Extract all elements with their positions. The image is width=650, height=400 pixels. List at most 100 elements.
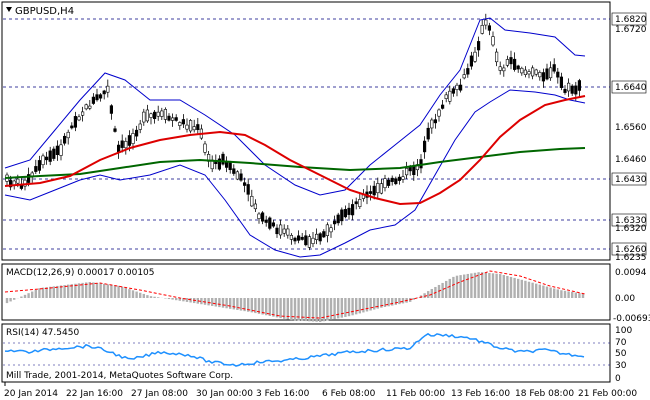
macd-bar — [153, 296, 156, 298]
macd-bar — [387, 298, 390, 307]
macd-bar — [81, 282, 84, 298]
candle-body — [379, 183, 384, 194]
macd-bar — [315, 298, 318, 322]
candle-body — [390, 177, 394, 182]
candle-body — [95, 94, 99, 101]
macd-bar — [135, 291, 138, 298]
candle-body — [167, 115, 171, 121]
price-box-2 — [611, 80, 647, 94]
price-axis: 1.6820 1.6720 1.6640 1.6560 1.6460 1.643… — [611, 12, 647, 263]
price-box-4 — [611, 213, 647, 227]
price-label-4: 1.6460 — [615, 155, 647, 165]
rsi-panel[interactable] — [1, 323, 611, 383]
candle-body — [257, 213, 261, 219]
macd-bar — [9, 298, 12, 302]
macd-bar — [261, 298, 264, 315]
candle-body — [185, 124, 189, 130]
price-label-1: 1.6820 — [615, 15, 647, 25]
macd-bar — [322, 298, 325, 322]
macd-bar — [563, 290, 567, 298]
macd-bar — [110, 284, 113, 298]
macd-bar — [243, 298, 246, 312]
candle-body — [311, 237, 315, 244]
macd-bar — [106, 284, 109, 298]
macd-bar — [290, 298, 293, 321]
macd-bar — [452, 276, 455, 298]
macd-bar — [502, 275, 505, 298]
candlesticks — [5, 13, 581, 251]
candle-body — [228, 162, 232, 171]
candle-body — [480, 25, 484, 34]
rsi-axis-50: 50 — [615, 349, 627, 359]
macd-bar — [509, 276, 513, 298]
macd-bar — [117, 285, 120, 298]
macd-bar — [333, 298, 336, 320]
candle-body — [498, 66, 502, 71]
candle-body — [37, 160, 41, 171]
candle-body — [278, 224, 283, 236]
candle-body — [505, 59, 510, 66]
candle-body — [304, 235, 308, 246]
macd-label: MACD(12,26,9) 0.00017 0.00105 — [6, 268, 155, 278]
macd-bar — [221, 298, 225, 308]
candle-body — [368, 191, 373, 194]
candle-body — [286, 228, 290, 236]
macd-bar — [20, 296, 23, 298]
macd-bar — [214, 298, 217, 307]
macd-bar — [553, 288, 556, 298]
macd-bar — [23, 294, 27, 298]
macd-bar — [63, 285, 66, 298]
candle-body — [404, 168, 409, 176]
candle-body — [196, 124, 200, 130]
macd-bar — [527, 281, 531, 298]
candle-body — [289, 235, 294, 240]
rsi-levels — [3, 342, 610, 366]
macd-bar — [556, 289, 559, 298]
macd-bar — [268, 298, 271, 316]
candle-body — [451, 88, 456, 94]
macd-bar — [27, 293, 30, 298]
macd-bar — [578, 293, 581, 298]
rsi-axis-70: 70 — [615, 338, 627, 348]
candle-body — [534, 69, 538, 75]
main-panel[interactable] — [1, 1, 611, 261]
candle-body — [124, 141, 128, 149]
candle-body — [491, 36, 495, 46]
candle-body — [235, 171, 240, 180]
macd-bar — [455, 275, 459, 298]
candle-body — [473, 51, 477, 62]
candle-body — [538, 72, 542, 78]
candle-body — [383, 178, 387, 189]
rsi-line — [4, 332, 585, 367]
candle-body — [386, 179, 391, 186]
macd-bar — [247, 298, 250, 312]
time-label-3: 27 Jan 08:00 — [131, 389, 188, 399]
dropdown-triangle-icon[interactable] — [6, 7, 12, 12]
candle-body — [178, 122, 182, 126]
time-label-8: 13 Feb 16:00 — [451, 389, 510, 399]
macd-bar — [567, 291, 570, 298]
candle-body — [156, 111, 160, 117]
macd-bar — [38, 288, 41, 298]
candle-body — [458, 84, 463, 91]
candle-body — [433, 119, 438, 124]
price-label-9: 1.6235 — [615, 253, 647, 263]
macd-bar — [319, 298, 322, 322]
candle-body — [264, 219, 268, 223]
candle-body — [138, 123, 142, 130]
candle-body — [325, 224, 330, 236]
candle-body — [494, 51, 499, 63]
macd-bar — [103, 283, 106, 298]
macd-bar — [412, 298, 415, 300]
macd-bar — [304, 298, 307, 322]
macd-bar — [41, 287, 45, 298]
macd-bar — [358, 298, 361, 314]
macd-bar — [481, 272, 484, 298]
candle-body — [548, 67, 553, 79]
macd-bar — [70, 284, 73, 298]
candle-body — [221, 153, 225, 165]
macd-bar — [394, 298, 397, 305]
candle-body — [300, 236, 304, 240]
candle-body — [376, 183, 380, 194]
